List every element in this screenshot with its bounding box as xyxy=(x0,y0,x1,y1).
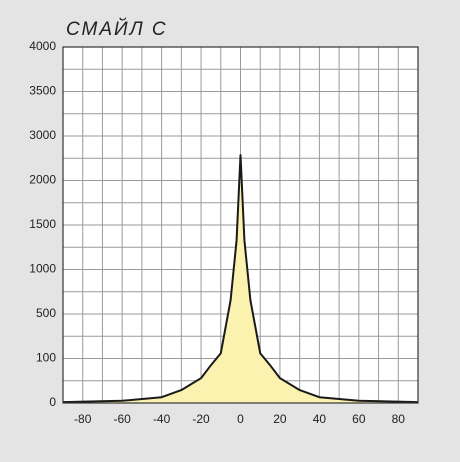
y-tick-label: 1000 xyxy=(29,262,56,276)
x-tick-label: 60 xyxy=(352,412,366,426)
x-tick-label: 80 xyxy=(392,412,406,426)
plot-border xyxy=(62,46,419,404)
x-tick-label: 40 xyxy=(313,412,327,426)
y-tick-label: 4000 xyxy=(29,39,56,53)
y-tick-label: 1500 xyxy=(29,217,56,231)
chart-title: СМАЙЛ С xyxy=(66,18,168,40)
x-tick-label: 0 xyxy=(237,412,244,426)
y-tick-label: 500 xyxy=(36,306,56,320)
x-tick-label: -80 xyxy=(74,412,92,426)
x-tick-label: -60 xyxy=(113,412,131,426)
y-tick-label: 3500 xyxy=(29,84,56,98)
area-fill xyxy=(63,155,418,403)
y-tick-label: 2000 xyxy=(29,173,56,187)
curve xyxy=(62,154,419,404)
x-tick-label: 20 xyxy=(273,412,287,426)
y-tick-label: 3000 xyxy=(29,128,56,142)
x-tick-label: -40 xyxy=(153,412,171,426)
x-tick-label: -20 xyxy=(192,412,210,426)
y-tick-label: 100 xyxy=(36,351,56,365)
y-tick-label: 0 xyxy=(49,395,56,409)
